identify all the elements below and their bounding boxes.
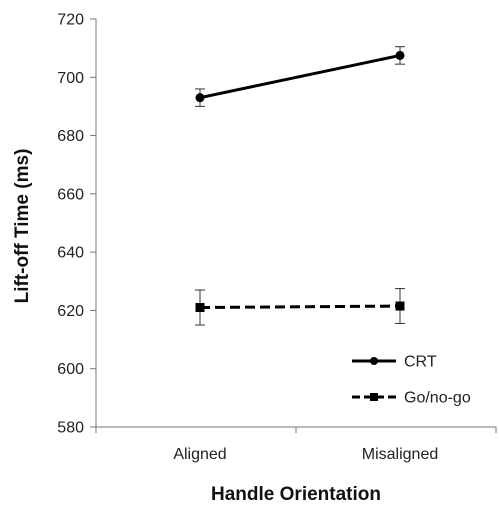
y-tick-label: 640 <box>57 245 84 262</box>
data-point <box>195 93 205 103</box>
legend-marker <box>370 357 378 365</box>
series-line <box>199 53 401 100</box>
y-tick-label: 620 <box>57 303 84 320</box>
series-crt <box>195 46 405 107</box>
x-axis-title: Handle Orientation <box>211 484 381 505</box>
data-point <box>395 301 405 311</box>
y-tick-label: 720 <box>57 12 84 29</box>
y-tick-label: 600 <box>57 361 84 378</box>
y-tick-label: 660 <box>57 186 84 203</box>
y-tick-label: 580 <box>57 420 84 437</box>
series <box>195 46 405 326</box>
legend: CRT Go/no-go <box>352 354 471 407</box>
y-tick-label: 700 <box>57 70 84 87</box>
y-axis-title: Lift-off Time (ms) <box>12 149 33 304</box>
series-go-no-go <box>195 288 405 326</box>
legend-label: Go/no-go <box>404 390 471 407</box>
x-ticks: Aligned Misaligned <box>95 427 497 463</box>
y-ticks: 580 600 620 640 660 680 700 720 <box>57 12 96 437</box>
series-line <box>199 304 401 310</box>
legend-label: CRT <box>404 354 437 371</box>
x-tick-label: Misaligned <box>362 446 438 463</box>
legend-marker <box>370 393 378 401</box>
y-tick-label: 680 <box>57 128 84 145</box>
data-point <box>195 303 205 313</box>
x-tick-label: Aligned <box>173 446 226 463</box>
data-point <box>395 50 405 60</box>
